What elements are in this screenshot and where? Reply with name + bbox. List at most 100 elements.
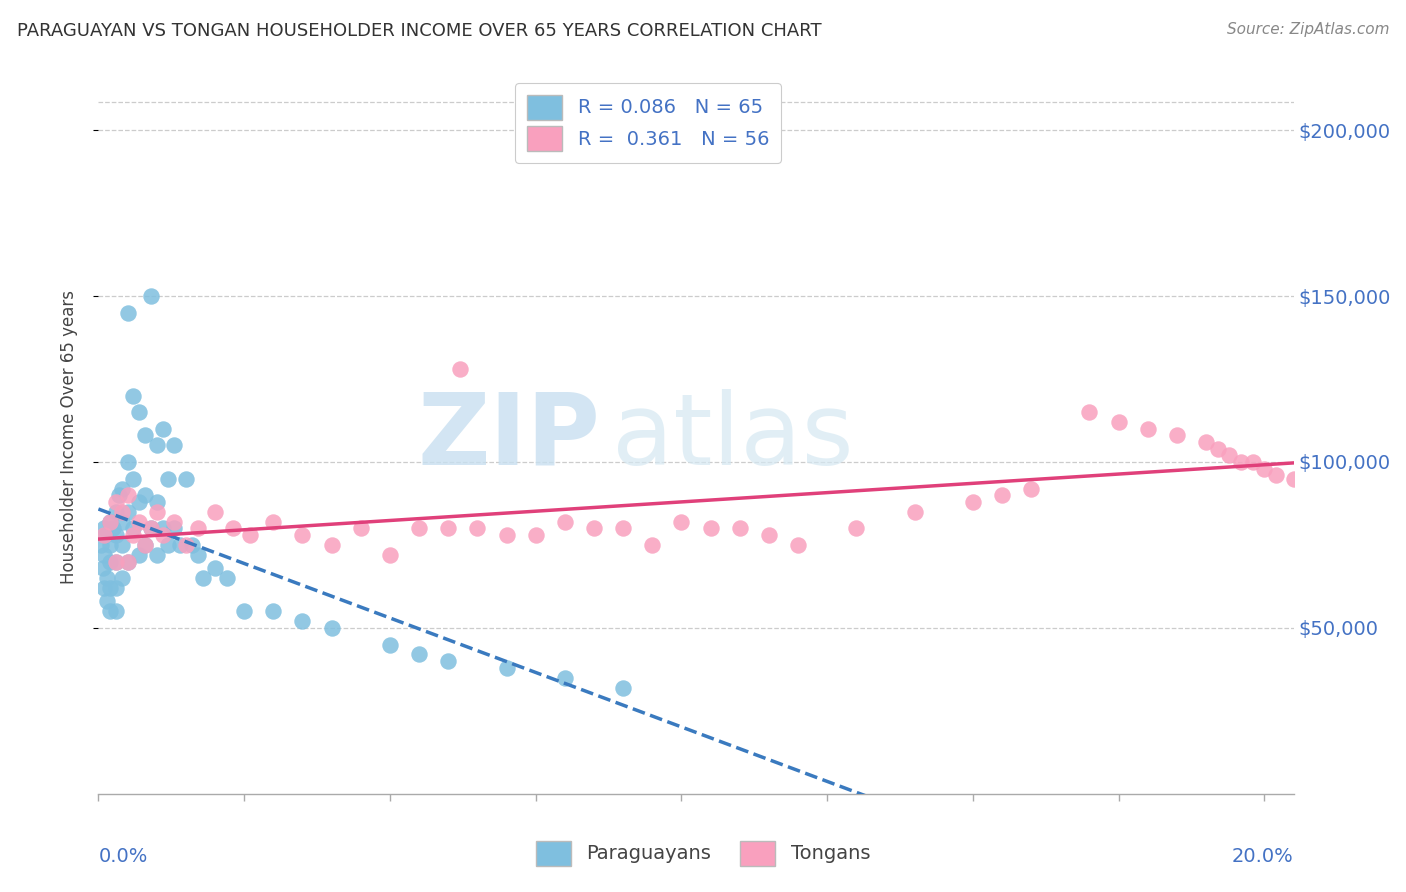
Point bbox=[221, 521, 243, 535]
Point bbox=[111, 538, 134, 552]
Point bbox=[98, 555, 121, 569]
Point bbox=[1108, 415, 1130, 429]
Point bbox=[193, 571, 215, 585]
Point bbox=[378, 638, 401, 652]
Point bbox=[104, 505, 127, 519]
Point bbox=[93, 521, 115, 535]
Point bbox=[104, 555, 127, 569]
Point bbox=[1078, 405, 1101, 419]
Point bbox=[134, 538, 156, 552]
Point bbox=[671, 515, 693, 529]
Point bbox=[262, 604, 284, 618]
Point bbox=[145, 495, 167, 509]
Point bbox=[1166, 428, 1188, 442]
Point bbox=[467, 521, 489, 535]
Point bbox=[157, 538, 180, 552]
Point bbox=[1136, 422, 1159, 436]
Point bbox=[262, 515, 284, 529]
Point bbox=[554, 671, 576, 685]
Point bbox=[1019, 482, 1042, 496]
Point bbox=[117, 505, 139, 519]
Point bbox=[128, 515, 150, 529]
Point bbox=[145, 438, 167, 452]
Point bbox=[174, 538, 197, 552]
Point bbox=[350, 521, 373, 535]
Point bbox=[991, 488, 1014, 502]
Point bbox=[152, 521, 174, 535]
Point bbox=[186, 521, 208, 535]
Point bbox=[145, 505, 167, 519]
Point bbox=[1206, 442, 1229, 456]
Point bbox=[104, 581, 127, 595]
Point bbox=[117, 555, 139, 569]
Point bbox=[1282, 472, 1305, 486]
Point bbox=[104, 495, 127, 509]
Point bbox=[128, 495, 150, 509]
Point bbox=[180, 538, 202, 552]
Point bbox=[91, 561, 114, 575]
Point bbox=[152, 528, 174, 542]
Point bbox=[186, 548, 208, 562]
Point bbox=[93, 581, 115, 595]
Point bbox=[117, 488, 139, 502]
Point bbox=[641, 538, 664, 552]
Point bbox=[134, 428, 156, 442]
Point bbox=[408, 648, 430, 662]
Point bbox=[98, 538, 121, 552]
Point bbox=[233, 604, 256, 618]
Legend: R = 0.086   N = 65, R =  0.361   N = 56: R = 0.086 N = 65, R = 0.361 N = 56 bbox=[516, 83, 780, 163]
Text: 20.0%: 20.0% bbox=[1232, 847, 1294, 866]
Point bbox=[111, 505, 134, 519]
Point bbox=[728, 521, 751, 535]
Point bbox=[495, 661, 517, 675]
Point bbox=[128, 548, 150, 562]
Y-axis label: Householder Income Over 65 years: Householder Income Over 65 years bbox=[59, 290, 77, 584]
Point bbox=[612, 681, 634, 695]
Point bbox=[903, 505, 925, 519]
Text: ZIP: ZIP bbox=[418, 389, 600, 485]
Point bbox=[437, 654, 460, 668]
Point bbox=[108, 488, 131, 502]
Point bbox=[1265, 468, 1288, 483]
Point bbox=[495, 528, 517, 542]
Point bbox=[437, 521, 460, 535]
Point bbox=[111, 571, 134, 585]
Text: Source: ZipAtlas.com: Source: ZipAtlas.com bbox=[1226, 22, 1389, 37]
Point bbox=[582, 521, 605, 535]
Point bbox=[449, 362, 471, 376]
Point bbox=[122, 472, 145, 486]
Point bbox=[169, 538, 191, 552]
Point bbox=[408, 521, 430, 535]
Point bbox=[145, 548, 167, 562]
Point bbox=[94, 528, 117, 542]
Point bbox=[152, 422, 174, 436]
Point bbox=[699, 521, 721, 535]
Point bbox=[612, 521, 634, 535]
Point bbox=[962, 495, 984, 509]
Point bbox=[1195, 435, 1218, 450]
Point bbox=[204, 561, 226, 575]
Point bbox=[101, 521, 124, 535]
Point bbox=[291, 615, 314, 629]
Point bbox=[104, 555, 127, 569]
Point bbox=[758, 528, 780, 542]
Point bbox=[215, 571, 238, 585]
Point bbox=[787, 538, 810, 552]
Point bbox=[378, 548, 401, 562]
Point bbox=[524, 528, 547, 542]
Point bbox=[122, 528, 145, 542]
Text: atlas: atlas bbox=[613, 389, 853, 485]
Legend: Paraguayans, Tongans: Paraguayans, Tongans bbox=[527, 833, 879, 873]
Text: 0.0%: 0.0% bbox=[98, 847, 148, 866]
Point bbox=[139, 521, 162, 535]
Point bbox=[98, 515, 121, 529]
Point bbox=[117, 455, 139, 469]
Point bbox=[163, 438, 186, 452]
Point bbox=[157, 472, 180, 486]
Point bbox=[163, 515, 186, 529]
Point bbox=[163, 521, 186, 535]
Point bbox=[90, 538, 112, 552]
Point bbox=[204, 505, 226, 519]
Point bbox=[98, 604, 121, 618]
Point bbox=[321, 538, 343, 552]
